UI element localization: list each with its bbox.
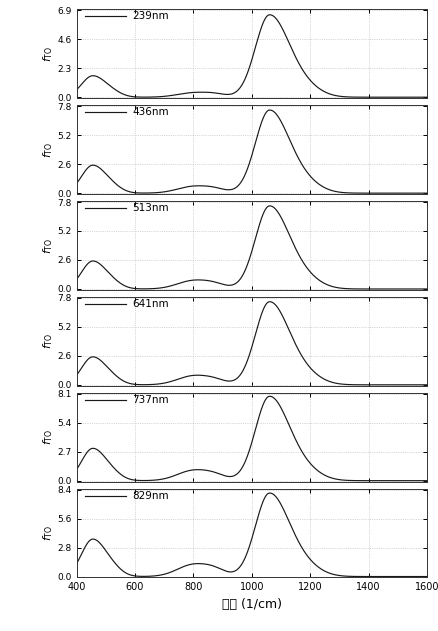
Text: 641nm: 641nm xyxy=(132,299,169,309)
Y-axis label: $f_{\mathrm{TO}}$: $f_{\mathrm{TO}}$ xyxy=(41,525,55,541)
Y-axis label: $f_{\mathrm{TO}}$: $f_{\mathrm{TO}}$ xyxy=(41,45,55,62)
Text: 829nm: 829nm xyxy=(132,490,169,500)
Y-axis label: $f_{\mathrm{TO}}$: $f_{\mathrm{TO}}$ xyxy=(41,141,55,158)
Text: 737nm: 737nm xyxy=(132,395,169,404)
Text: 239nm: 239nm xyxy=(132,11,169,21)
Text: 436nm: 436nm xyxy=(132,107,169,117)
X-axis label: 波数 (1/cm): 波数 (1/cm) xyxy=(222,598,282,611)
Text: 513nm: 513nm xyxy=(132,203,169,213)
Y-axis label: $f_{\mathrm{TO}}$: $f_{\mathrm{TO}}$ xyxy=(41,429,55,445)
Y-axis label: $f_{\mathrm{TO}}$: $f_{\mathrm{TO}}$ xyxy=(41,237,55,254)
Y-axis label: $f_{\mathrm{TO}}$: $f_{\mathrm{TO}}$ xyxy=(41,333,55,350)
